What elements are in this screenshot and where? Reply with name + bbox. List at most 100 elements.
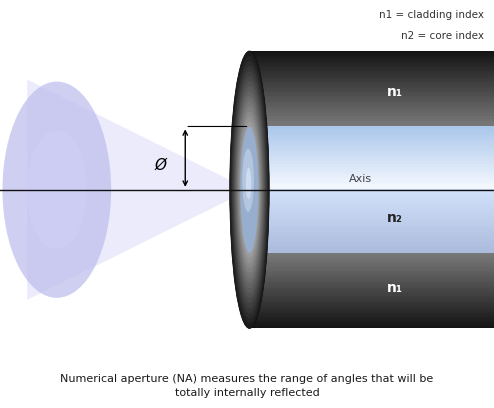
Bar — [249, 210, 494, 213]
Bar — [249, 260, 494, 263]
Bar — [249, 298, 494, 301]
Text: n₂: n₂ — [387, 211, 403, 225]
Bar — [249, 323, 494, 326]
Bar — [249, 263, 494, 266]
Bar — [249, 222, 494, 225]
Polygon shape — [27, 80, 249, 300]
Bar — [249, 326, 494, 328]
Ellipse shape — [237, 101, 262, 278]
Ellipse shape — [233, 76, 266, 303]
Bar — [249, 104, 494, 106]
Bar — [249, 146, 494, 149]
Bar — [249, 141, 494, 144]
Bar — [249, 255, 494, 258]
Bar — [249, 169, 494, 172]
Bar — [249, 129, 494, 131]
Bar — [249, 124, 494, 126]
Bar — [249, 202, 494, 205]
Bar — [249, 116, 494, 119]
Text: n₁: n₁ — [387, 281, 403, 295]
Bar — [249, 177, 494, 180]
Ellipse shape — [239, 116, 260, 263]
Bar — [249, 61, 494, 64]
Text: Numerical aperture (NA) measures the range of angles that will be
totally intern: Numerical aperture (NA) measures the ran… — [60, 374, 434, 397]
Bar — [249, 76, 494, 79]
Bar — [249, 164, 494, 167]
Bar — [249, 200, 494, 202]
Bar — [249, 58, 494, 61]
Bar — [249, 73, 494, 76]
Bar — [249, 268, 494, 271]
Bar — [249, 182, 494, 185]
Bar — [249, 293, 494, 296]
Bar — [249, 257, 494, 261]
Bar — [249, 295, 494, 298]
Bar — [249, 134, 494, 137]
Bar — [249, 220, 494, 223]
Bar — [249, 91, 494, 94]
Bar — [249, 189, 494, 192]
Text: n2 = core index: n2 = core index — [401, 31, 484, 41]
Ellipse shape — [231, 61, 268, 318]
Bar — [249, 154, 494, 157]
Bar — [249, 242, 494, 245]
Bar — [249, 118, 494, 122]
Bar — [249, 315, 494, 318]
Bar — [249, 227, 494, 230]
Bar — [249, 237, 494, 240]
Bar — [249, 63, 494, 66]
Ellipse shape — [238, 111, 261, 268]
Bar — [249, 184, 494, 187]
Bar — [249, 136, 494, 139]
Bar — [249, 207, 494, 210]
Bar — [249, 113, 494, 116]
Bar — [249, 265, 494, 268]
Bar — [249, 172, 494, 175]
Text: Ø: Ø — [155, 158, 166, 173]
Bar — [249, 308, 494, 311]
Ellipse shape — [230, 51, 269, 328]
Bar — [249, 156, 494, 160]
Bar — [249, 232, 494, 235]
Bar — [249, 162, 494, 164]
Ellipse shape — [27, 130, 87, 249]
Bar — [249, 144, 494, 147]
Ellipse shape — [236, 91, 263, 288]
Bar — [249, 303, 494, 306]
Bar — [249, 151, 494, 154]
Bar — [249, 217, 494, 220]
Text: Axis: Axis — [349, 173, 372, 184]
Bar — [249, 192, 494, 195]
Bar — [249, 273, 494, 276]
Ellipse shape — [236, 96, 263, 283]
Bar — [249, 78, 494, 81]
Ellipse shape — [230, 56, 269, 324]
Bar — [249, 245, 494, 248]
Bar — [249, 101, 494, 104]
Bar — [249, 96, 494, 99]
Bar — [249, 194, 494, 197]
Bar — [249, 310, 494, 313]
Ellipse shape — [242, 149, 254, 212]
Bar — [249, 66, 494, 69]
Bar — [249, 283, 494, 286]
Bar — [249, 86, 494, 89]
Ellipse shape — [240, 122, 259, 258]
Bar — [249, 248, 494, 251]
Bar — [249, 318, 494, 321]
Ellipse shape — [232, 66, 267, 313]
Bar — [249, 71, 494, 73]
Bar — [249, 139, 494, 142]
Bar — [249, 174, 494, 177]
Ellipse shape — [2, 82, 111, 298]
Bar — [249, 290, 494, 293]
Ellipse shape — [234, 81, 265, 298]
Bar — [249, 179, 494, 182]
Bar — [249, 250, 494, 253]
Bar — [249, 159, 494, 162]
Bar — [249, 51, 494, 53]
Bar — [249, 68, 494, 71]
Bar — [249, 270, 494, 273]
Bar — [249, 321, 494, 324]
Bar — [249, 93, 494, 96]
